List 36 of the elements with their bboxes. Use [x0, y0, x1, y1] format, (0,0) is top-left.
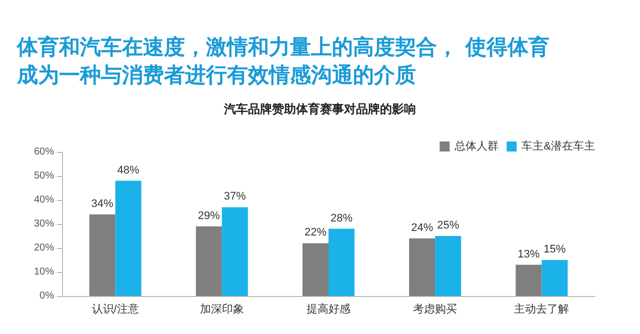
y-tick-label: 40% — [34, 194, 54, 206]
x-tick-label: 主动去了解 — [514, 302, 570, 316]
bar — [302, 243, 328, 296]
bar — [542, 260, 568, 296]
y-tick-label: 20% — [34, 242, 54, 254]
y-tick-label: 0% — [40, 290, 54, 302]
data-label: 13% — [518, 248, 540, 260]
data-label: 28% — [330, 212, 353, 224]
bar — [328, 228, 354, 296]
bar — [516, 264, 542, 296]
y-tick-label: 10% — [34, 266, 54, 278]
x-tick-label: 提高好感 — [306, 302, 350, 316]
bar — [196, 226, 222, 296]
data-label: 22% — [304, 226, 327, 239]
chart-subtitle: 汽车品牌赞助体育赛事对品牌的影响 — [223, 102, 416, 116]
bar — [222, 207, 248, 296]
x-tick-label: 考虑购买 — [413, 302, 458, 316]
data-label: 34% — [91, 198, 114, 210]
y-tick-label: 50% — [34, 170, 54, 182]
chart-title: 体育和汽车在速度，激情和力量上的高度契合， 使得体育成为一种与消费者进行有效情感沟通的介质 — [16, 35, 550, 87]
data-label: 29% — [198, 210, 220, 222]
x-tick-label: 加深印象 — [200, 302, 244, 316]
data-label: 37% — [224, 190, 246, 203]
data-label: 25% — [437, 220, 460, 232]
bar — [435, 236, 462, 296]
x-tick-label: 认识/注意 — [92, 302, 139, 316]
y-tick-label: 60% — [34, 146, 54, 158]
data-label: 24% — [411, 222, 434, 234]
bar — [409, 238, 436, 296]
legend-label: 总体人群 — [454, 140, 499, 152]
data-label: 15% — [544, 244, 566, 256]
bar — [115, 180, 142, 296]
y-tick-label: 30% — [34, 218, 54, 230]
data-label: 48% — [117, 164, 140, 176]
legend-label: 车主&潜在车主 — [522, 140, 596, 152]
bar — [89, 214, 116, 296]
